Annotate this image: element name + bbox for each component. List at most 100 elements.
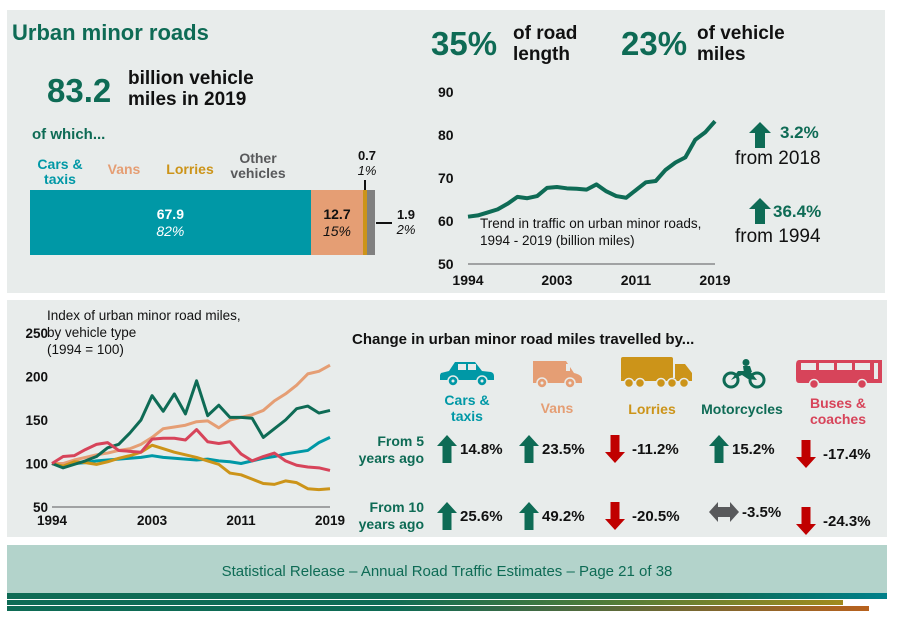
category-label-vans: Vans	[107, 161, 141, 177]
x-tick-label: 2019	[315, 513, 345, 528]
bus-icon	[796, 360, 882, 389]
change-value: 49.2%	[542, 507, 585, 525]
lorry-icon	[621, 357, 692, 389]
change-value: 25.6%	[460, 507, 503, 525]
label-line: taxis	[44, 171, 76, 187]
x-tick-label: 1994	[37, 513, 68, 528]
callout-value: 0.7	[357, 148, 377, 163]
callout-pct: 1%	[357, 163, 377, 178]
change-cell: -20.5%	[605, 502, 680, 530]
section-title: Urban minor roads	[12, 20, 209, 45]
change-value: -17.4%	[823, 445, 871, 463]
change-from-2018: 3.2%	[780, 123, 819, 142]
arrow-down-icon	[605, 435, 625, 463]
road-length-label: of road length	[513, 23, 577, 65]
label-line: of road	[513, 23, 578, 44]
van-icon	[533, 361, 582, 389]
total-vehicle-miles-label: billion vehicle miles in 2019	[128, 68, 254, 110]
label-line: Buses &	[809, 395, 867, 411]
x-tick-label: 2011	[226, 513, 256, 528]
segment-label: 67.9 82%	[30, 206, 311, 240]
category-label-lorries: Lorries	[166, 161, 214, 177]
change-value: -20.5%	[632, 507, 680, 525]
y-tick-label: 90	[438, 84, 454, 100]
label-line: Cars &	[444, 392, 490, 408]
bar-segment-lorries	[363, 190, 368, 255]
arrow-up-icon	[749, 122, 771, 148]
x-tick-label: 2003	[137, 513, 168, 528]
bar-segment-other	[367, 190, 376, 255]
chart-title-line: (1994 = 100)	[47, 342, 124, 357]
callout-lorries: 0.7 1%	[352, 148, 382, 178]
label-line: taxis	[451, 408, 483, 424]
change-from-1994-label: from 1994	[735, 226, 821, 247]
change-value: 15.2%	[732, 440, 775, 458]
label-line: billion vehicle	[128, 68, 254, 89]
change-from-1994: 36.4%	[773, 202, 822, 221]
trend-series-line	[467, 119, 717, 219]
arrow-down-icon	[796, 440, 816, 468]
vehicle-label-vans: Vans	[540, 400, 574, 416]
y-tick-label: 150	[25, 413, 48, 428]
label-line: Other	[239, 150, 277, 166]
y-tick-label: 200	[25, 370, 48, 385]
y-tick-label: 60	[438, 213, 454, 229]
y-tick-label: 50	[438, 256, 454, 272]
change-value: -3.5%	[742, 503, 782, 521]
change-cell: 15.2%	[709, 435, 775, 463]
arrow-up-icon	[437, 435, 457, 463]
segment-value: 12.7	[323, 206, 351, 222]
x-tick-label: 2011	[621, 272, 652, 288]
y-tick-label: 70	[438, 170, 454, 186]
segment-pct: 15%	[322, 223, 351, 239]
arrow-down-icon	[605, 502, 625, 530]
arrow-up-icon	[709, 435, 729, 463]
change-cell: 25.6%	[437, 502, 503, 530]
label-line: Cars &	[37, 156, 83, 172]
row-label-5-years: From 5 years ago	[342, 433, 424, 467]
label-line: From 5	[377, 433, 424, 449]
of-which-label: of which...	[32, 126, 106, 143]
series-line-buses	[51, 428, 331, 472]
segment-pct: 82%	[156, 223, 185, 239]
change-cell: -24.3%	[796, 507, 871, 535]
y-tick-label: 100	[25, 457, 48, 472]
label-line: length	[513, 44, 570, 65]
change-title: Change in urban minor road miles travell…	[352, 331, 695, 348]
vehicle-miles-pct: 23%	[621, 25, 688, 62]
arrow-horizontal-icon	[709, 502, 739, 522]
change-cell: 23.5%	[519, 435, 585, 463]
callout-other: 1.9 2%	[391, 207, 421, 237]
change-cell: -3.5%	[709, 502, 781, 522]
callout-line	[376, 222, 392, 224]
label-line: From 10	[369, 499, 424, 515]
change-from-2018-label: from 2018	[735, 148, 821, 169]
vehicle-miles-label: of vehicle miles	[697, 23, 785, 65]
label-line: of vehicle	[697, 23, 785, 44]
series-line-vans	[52, 363, 331, 465]
chart-title-line: Index of urban minor road miles,	[47, 308, 241, 323]
callout-pct: 2%	[396, 222, 416, 237]
index-line-chart: Index of urban minor road miles, by vehi…	[25, 308, 345, 528]
road-length-pct: 35%	[431, 25, 498, 62]
label-line: miles	[697, 44, 746, 65]
label-line: years ago	[358, 516, 424, 532]
vehicle-type-panel: Index of urban minor road miles, by vehi…	[7, 300, 887, 537]
change-cell: -17.4%	[796, 440, 871, 468]
footer-stripe	[7, 593, 887, 599]
change-cell: -11.2%	[605, 435, 679, 463]
label-line: years ago	[358, 450, 424, 466]
series-line-motorcycles	[51, 379, 331, 470]
arrow-up-icon	[519, 502, 539, 530]
label-line: coaches	[809, 411, 867, 427]
category-label-cars: Cars & taxis	[29, 157, 91, 187]
bar-segment-vans: 12.7 15%	[310, 190, 364, 255]
chart-title-line: 1994 - 2019 (billion miles)	[480, 233, 635, 248]
y-tick-label: 250	[25, 326, 48, 341]
label-line: miles in 2019	[128, 89, 247, 110]
footer-stripe	[7, 606, 869, 611]
x-tick-label: 2003	[541, 272, 572, 288]
car-icon	[440, 362, 494, 387]
series-line-cars	[51, 436, 331, 467]
callout-line	[364, 180, 366, 190]
